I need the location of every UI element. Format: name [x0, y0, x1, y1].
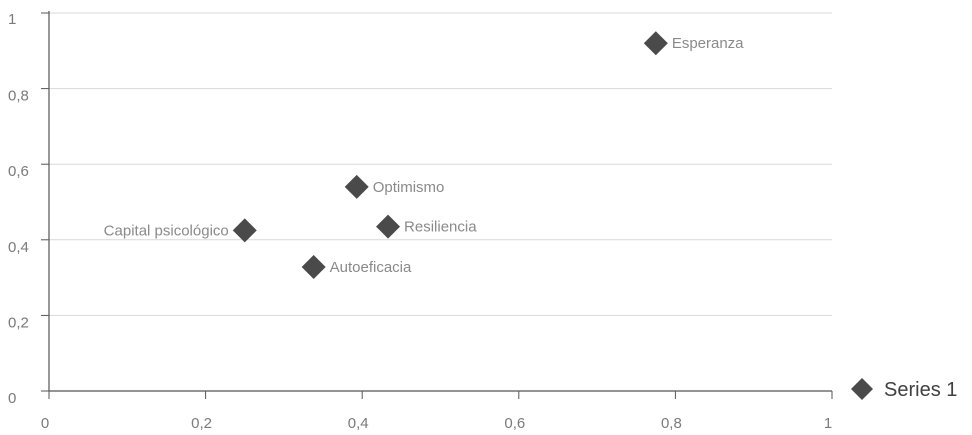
x-tick-label: 0,2 — [191, 415, 212, 432]
legend-label: Series 1 — [884, 379, 957, 401]
data-point-label: Autoeficacia — [330, 259, 412, 276]
data-point-label: Capital psicológico — [104, 222, 229, 239]
data-points: Esperanza Optimismo Resiliencia Capital psi… — [104, 31, 744, 280]
grid-lines — [49, 12, 832, 316]
legend: Series 1 — [851, 378, 957, 401]
data-point-label: Resiliencia — [404, 219, 477, 236]
x-tick-label: 0 — [41, 415, 49, 432]
y-tick-label: 0,2 — [8, 314, 29, 331]
y-tick-label: 0,4 — [8, 239, 29, 256]
x-tick-label: 0,4 — [348, 415, 369, 432]
x-tick-label: 0,6 — [504, 415, 525, 432]
x-tick-label: 1 — [824, 415, 832, 432]
x-tick-label: 0,8 — [661, 415, 682, 432]
y-tick-label: 0,6 — [8, 163, 29, 180]
legend-marker — [851, 378, 873, 400]
data-point-label: Optimismo — [373, 179, 445, 196]
data-point-marker — [376, 214, 401, 239]
y-tick-label: 1 — [8, 11, 16, 28]
data-point-marker — [232, 218, 257, 243]
axes — [41, 11, 833, 399]
data-point-marker — [643, 31, 668, 56]
data-point-marker — [344, 174, 369, 199]
data-point-label: Esperanza — [672, 35, 744, 52]
y-tick-label: 0,8 — [8, 88, 29, 105]
data-point-marker — [301, 255, 326, 280]
y-tick-label: 0 — [8, 390, 16, 407]
tick-labels: 0 0,2 0,4 0,6 0,8 1 0 0,2 0,4 0,6 0,8 1 — [8, 11, 832, 432]
